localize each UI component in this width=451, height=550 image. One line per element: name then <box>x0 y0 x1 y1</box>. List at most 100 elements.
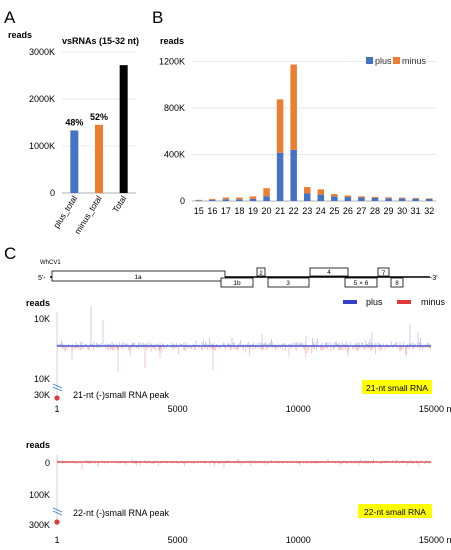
panel-a-ylabel: reads <box>8 30 32 40</box>
panel-a-ytick-label: 0 <box>50 188 55 198</box>
panel-b-xtick-label: 31 <box>411 206 421 216</box>
t1-noise-minus-coverage <box>58 346 431 357</box>
t1-xticks-label: 10000 <box>286 404 311 414</box>
panel-b-xtick-label: 22 <box>289 206 299 216</box>
genome-map: WhCV1 5'- -3' 1a 1b 2 3 4 5 × 6 7 8 <box>38 260 438 288</box>
panel-b-ytick-label: 400K <box>164 150 185 160</box>
orf-1b-box <box>220 277 254 288</box>
panel-b-xtick-label: 32 <box>424 206 434 216</box>
panel-b-bar-minus-22 <box>290 64 297 150</box>
panel-b-xtick-label: 28 <box>370 206 380 216</box>
panel-label-a: A <box>4 8 16 27</box>
panel-b-ytick-label: 1200K <box>159 57 185 67</box>
panel-b-xtick-label: 25 <box>329 206 339 216</box>
panel-label-c: C <box>4 244 16 263</box>
panel-b-bar-minus-29 <box>385 197 392 199</box>
panel-b-bar-plus-16 <box>209 199 216 201</box>
legend-label-plus: plus <box>375 56 392 66</box>
panel-b-bar-minus-32 <box>425 198 433 199</box>
panel-b-xtick-label: 17 <box>221 206 231 216</box>
panel-b-bar-plus-17 <box>222 199 230 201</box>
orf-2-box <box>256 267 266 277</box>
panel-b-xtick-label: 30 <box>397 206 407 216</box>
track1-tag: 21-nt small RNA <box>366 383 428 393</box>
track1-peak-marker <box>54 395 60 401</box>
orf-4-box <box>309 267 349 277</box>
panel-b-ytick-label: 0 <box>180 196 185 206</box>
track2-ytick-top: 0 <box>45 458 50 468</box>
panel-a-bar-Total <box>119 65 128 193</box>
track2-break-marks <box>52 507 63 516</box>
panel-b-bar-plus-26 <box>344 197 352 201</box>
legend-text-plus: plus <box>366 297 383 307</box>
panel-b-ylabel: reads <box>160 36 184 46</box>
track1-break-marks <box>52 383 63 392</box>
orf-5x6-label: 5 × 6 <box>354 280 369 287</box>
panel-b-bar-minus-25 <box>331 194 338 197</box>
panel-b-bar-plus-25 <box>331 196 338 201</box>
orf-7-label: 7 <box>382 271 386 277</box>
track2-peak-marker <box>54 519 60 525</box>
orf-2-label: 2 <box>259 271 263 277</box>
t2-xticks-label: 5000 <box>168 535 188 545</box>
panel-b-xtick-label: 24 <box>316 206 326 216</box>
orf-8-label: 8 <box>395 281 399 287</box>
track2-ytick-mid: 100K <box>29 490 50 500</box>
track1-legend: plus minus <box>343 297 446 307</box>
panel-b-bar-plus-27 <box>358 197 365 201</box>
panel-b-xtick-label: 18 <box>234 206 244 216</box>
t1-noise-plus-coverage <box>57 337 431 346</box>
panel-b-bar-plus-21 <box>276 152 284 201</box>
panel-a-ytick-label: 1000K <box>29 141 55 151</box>
panel-b-bar-plus-28 <box>371 197 379 201</box>
t1-xticks-label: 5000 <box>168 404 188 414</box>
genome-5-end: 5'- <box>38 275 46 282</box>
track2-tag-highlight <box>358 504 432 518</box>
orf-1a-label: 1a <box>134 274 142 281</box>
track2-ytick-bottom: 300K <box>29 520 50 530</box>
t2-xticks-label: 1 <box>54 535 59 545</box>
panel-b-bar-minus-17 <box>222 197 230 200</box>
panel-b-xtick-label: 27 <box>356 206 366 216</box>
t1-xticks-label: 1 <box>54 404 59 414</box>
panel-b-bar-plus-30 <box>398 198 406 201</box>
track1-peak-label: 21-nt (-)small RNA peak <box>73 390 170 400</box>
orf-5x6-box <box>344 277 378 288</box>
orf-4-label: 4 <box>327 269 331 276</box>
panel-a-chart: reads vsRNAs (15-32 nt) 0 1000K 2000K 3000K… <box>8 30 139 236</box>
panel-b-bar-plus-18 <box>236 199 243 201</box>
panel-b-bar-plus-31 <box>412 198 419 201</box>
panel-b-legend: plus minus <box>366 56 427 66</box>
track1-ytick-mid: 10K <box>34 374 50 384</box>
panel-b-ytick-label: 800K <box>164 103 185 113</box>
panel-b-bar-plus-15 <box>195 200 203 201</box>
panel-a-bar-plus_total <box>70 130 79 193</box>
panel-b-bar-minus-18 <box>236 197 243 200</box>
panel-b-bar-plus-23 <box>303 193 311 201</box>
t2-xticks-label: 10000 <box>286 535 311 545</box>
panel-b-bar-minus-28 <box>371 196 379 198</box>
panel-b-bar-minus-26 <box>344 195 352 198</box>
panel-b-bar-plus-29 <box>385 198 392 201</box>
orf-3-box <box>267 277 310 288</box>
panel-b-bar-plus-22 <box>290 149 297 201</box>
orf-7-box <box>377 267 390 277</box>
track1-ylabel: reads <box>26 298 50 308</box>
legend-swatch-plus <box>366 57 373 64</box>
legend-text-minus: minus <box>421 297 446 307</box>
t2-noise-minus-coverage <box>58 462 431 467</box>
panel-b-bar-minus-19 <box>249 196 257 199</box>
panel-b-bar-minus-20 <box>263 188 270 197</box>
track-21nt: reads 10K 10K 30K 21-nt (-)small RNA pea… <box>26 297 451 414</box>
panel-a-title: vsRNAs (15-32 nt) <box>62 36 139 46</box>
panel-b-xtick-label: 15 <box>194 206 204 216</box>
panel-b-bar-minus-16 <box>209 198 216 200</box>
panel-a-bar-minus_total <box>95 124 103 193</box>
panel-b-xtick-label: 19 <box>248 206 258 216</box>
panel-a-ytick-label: 3000K <box>29 47 55 57</box>
track1-ytick-bottom: 30K <box>34 390 50 400</box>
panel-b-bar-minus-23 <box>303 187 311 194</box>
panel-b-bar-minus-24 <box>317 189 325 195</box>
genome-name: WhCV1 <box>40 260 61 266</box>
